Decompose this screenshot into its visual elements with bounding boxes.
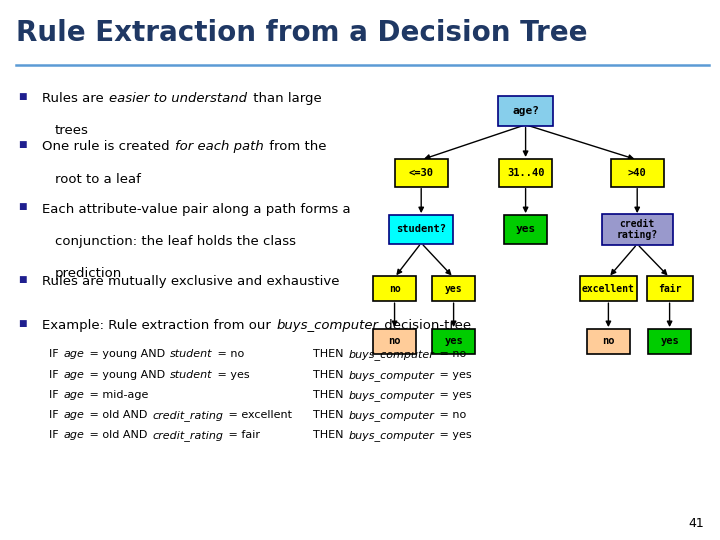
Text: Rule Extraction from a Decision Tree: Rule Extraction from a Decision Tree: [16, 19, 588, 47]
FancyBboxPatch shape: [374, 329, 416, 354]
FancyBboxPatch shape: [432, 276, 475, 301]
Text: buys_computer: buys_computer: [348, 430, 434, 441]
Text: = yes: = yes: [436, 430, 472, 440]
Text: fair: fair: [658, 284, 681, 294]
FancyBboxPatch shape: [588, 329, 629, 354]
Text: credit
rating?: credit rating?: [616, 219, 658, 240]
Text: student?: student?: [396, 225, 446, 234]
Text: One rule is created: One rule is created: [42, 140, 174, 153]
Text: = no: = no: [436, 349, 467, 360]
Text: buys_computer: buys_computer: [348, 390, 434, 401]
Text: Rules are: Rules are: [42, 92, 108, 105]
Text: = yes: = yes: [214, 370, 249, 380]
Text: than large: than large: [248, 92, 321, 105]
Text: no: no: [602, 336, 615, 346]
Text: excellent: excellent: [582, 284, 635, 294]
Text: age: age: [63, 349, 84, 360]
Text: Each attribute-value pair along a path forms a: Each attribute-value pair along a path f…: [42, 202, 351, 215]
Text: = no: = no: [214, 349, 244, 360]
FancyBboxPatch shape: [432, 329, 475, 354]
Text: = old AND: = old AND: [86, 430, 150, 440]
Text: age: age: [63, 410, 84, 420]
Text: = mid-age: = mid-age: [86, 390, 148, 400]
Text: age?: age?: [512, 106, 539, 116]
Text: ■: ■: [18, 319, 27, 328]
Text: 41: 41: [688, 517, 704, 530]
Text: IF: IF: [49, 390, 62, 400]
FancyBboxPatch shape: [649, 329, 691, 354]
FancyBboxPatch shape: [602, 213, 673, 245]
Text: >40: >40: [628, 168, 647, 178]
FancyBboxPatch shape: [647, 276, 693, 301]
FancyBboxPatch shape: [611, 159, 664, 187]
Text: no: no: [389, 284, 400, 294]
Text: buys_computer: buys_computer: [276, 319, 378, 332]
Text: = yes: = yes: [436, 370, 472, 380]
Text: IF: IF: [49, 349, 62, 360]
Text: = no: = no: [436, 410, 467, 420]
Text: = excellent: = excellent: [225, 410, 292, 420]
Text: conjunction: the leaf holds the class: conjunction: the leaf holds the class: [55, 235, 296, 248]
Text: 31..40: 31..40: [507, 168, 544, 178]
FancyBboxPatch shape: [499, 159, 552, 187]
Text: IF: IF: [49, 430, 62, 440]
Text: prediction: prediction: [55, 267, 122, 280]
Text: = young AND: = young AND: [86, 349, 168, 360]
Text: buys_computer: buys_computer: [348, 410, 434, 421]
FancyBboxPatch shape: [580, 276, 636, 301]
Text: age: age: [63, 370, 84, 380]
FancyBboxPatch shape: [498, 96, 553, 126]
Text: decision-tree: decision-tree: [379, 319, 471, 332]
Text: credit_rating: credit_rating: [152, 410, 223, 421]
FancyBboxPatch shape: [374, 276, 416, 301]
Text: Rules are mutually exclusive and exhaustive: Rules are mutually exclusive and exhaust…: [42, 275, 339, 288]
FancyBboxPatch shape: [389, 215, 454, 244]
Text: = old AND: = old AND: [86, 410, 150, 420]
Text: root to a leaf: root to a leaf: [55, 173, 140, 186]
FancyBboxPatch shape: [504, 215, 547, 244]
Text: THEN: THEN: [313, 349, 347, 360]
Text: student: student: [170, 349, 212, 360]
Text: student: student: [170, 370, 212, 380]
Text: for each path: for each path: [175, 140, 264, 153]
Text: buys_computer: buys_computer: [348, 349, 434, 360]
Text: yes: yes: [516, 225, 536, 234]
Text: THEN: THEN: [313, 390, 347, 400]
Text: IF: IF: [49, 410, 62, 420]
Text: = young AND: = young AND: [86, 370, 168, 380]
Text: from the: from the: [265, 140, 327, 153]
Text: yes: yes: [660, 336, 679, 346]
Text: ■: ■: [18, 140, 27, 150]
Text: buys_computer: buys_computer: [348, 370, 434, 381]
Text: Example: Rule extraction from our: Example: Rule extraction from our: [42, 319, 275, 332]
Text: no: no: [388, 336, 401, 346]
Text: easier to understand: easier to understand: [109, 92, 247, 105]
Text: THEN: THEN: [313, 410, 347, 420]
Text: age: age: [63, 430, 84, 440]
Text: ■: ■: [18, 92, 27, 101]
Text: trees: trees: [55, 124, 89, 137]
FancyBboxPatch shape: [395, 159, 448, 187]
Text: yes: yes: [445, 284, 462, 294]
Text: age: age: [63, 390, 84, 400]
Text: THEN: THEN: [313, 370, 347, 380]
Text: THEN: THEN: [313, 430, 347, 440]
Text: ■: ■: [18, 275, 27, 285]
Text: IF: IF: [49, 370, 62, 380]
Text: = yes: = yes: [436, 390, 472, 400]
Text: yes: yes: [444, 336, 463, 346]
Text: credit_rating: credit_rating: [152, 430, 223, 441]
Text: ■: ■: [18, 202, 27, 212]
Text: <=30: <=30: [409, 168, 433, 178]
Text: = fair: = fair: [225, 430, 260, 440]
